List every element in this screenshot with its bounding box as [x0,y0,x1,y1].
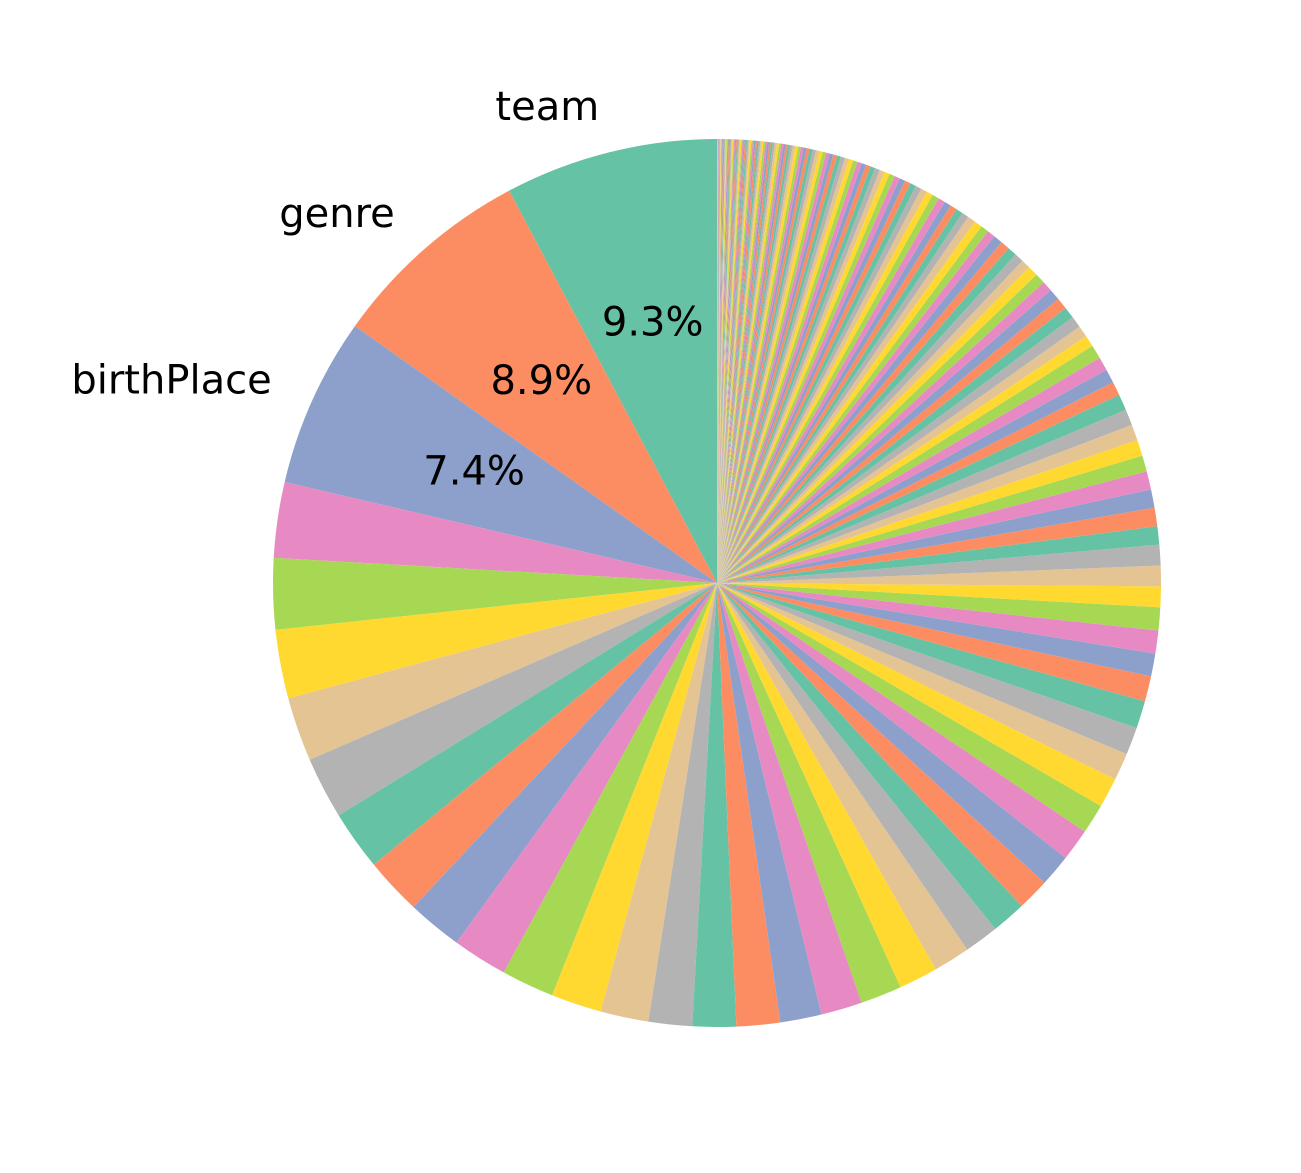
pie-slices [273,139,1161,1027]
slice-label-birthPlace: birthPlace [71,357,271,403]
slice-pct-team: 9.3% [602,300,704,346]
slice-label-team: team [495,84,599,130]
slice-pct-genre: 8.9% [490,358,592,404]
slice-label-genre: genre [279,191,395,237]
slice-pct-birthPlace: 7.4% [423,449,525,495]
